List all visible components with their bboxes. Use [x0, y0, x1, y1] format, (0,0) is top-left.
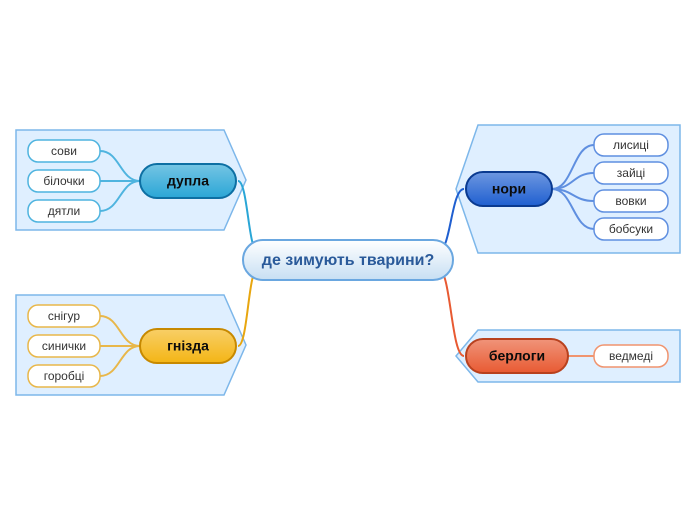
branch-label-dupla: дупла: [167, 173, 209, 189]
branch-label-nory: нори: [492, 181, 526, 197]
leaf-label: вовки: [615, 194, 646, 208]
leaf-label: білочки: [43, 174, 84, 188]
leaf-label: лисиці: [613, 138, 649, 152]
branch-label-hnizda: гнізда: [167, 338, 209, 354]
leaf-label: снігур: [48, 309, 81, 323]
leaf-label: синички: [42, 339, 86, 353]
leaf-label: дятли: [48, 204, 80, 218]
leaf-label: ведмеді: [609, 349, 653, 363]
branch-label-berlohy: берлоги: [489, 348, 545, 364]
leaf-label: зайці: [617, 166, 645, 180]
central-label: де зимують тварини?: [262, 252, 434, 269]
edge-berlohy: [438, 268, 464, 356]
leaf-label: бобсуки: [609, 222, 653, 236]
leaf-label: горобці: [44, 369, 85, 383]
leaf-label: сови: [51, 144, 77, 158]
